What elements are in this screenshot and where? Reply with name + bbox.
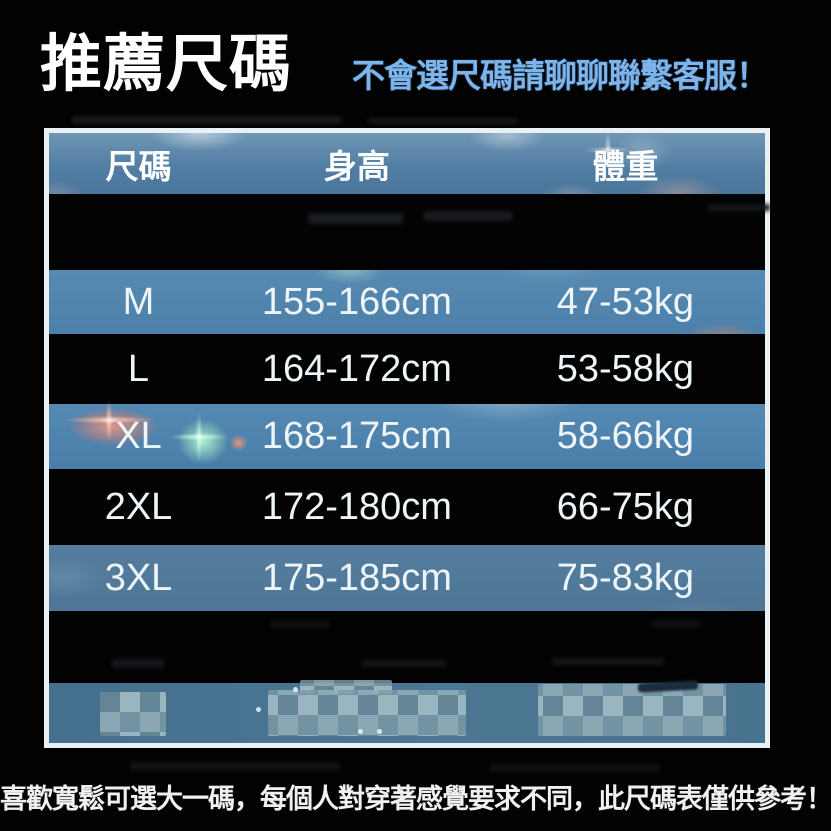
cell-size: 2XL [104,485,173,528]
cell-weight: 53-58kg [556,347,695,390]
table-row-3xl: 3XL 175-185cm 75-83kg [49,545,765,611]
footer-note: 喜歡寬鬆可選大一碼，每個人對穿著感覺要求不同，此尺碼表僅供參考！ [0,784,831,814]
header-cell-height: 身高 [323,147,390,185]
ghost-smudge [270,622,330,628]
size-table-header: 尺碼 身高 體重 [49,133,765,194]
cell-height: 164-172cm [261,347,452,390]
cell-weight: 47-53kg [556,280,695,323]
header-cell-weight: 體重 [592,147,659,185]
ghost-smudge [72,116,342,124]
cell-size: 3XL [104,556,173,599]
table-row-m: M 155-166cm 47-53kg [49,270,765,334]
cell-size: M [122,280,155,323]
ghost-smudge [708,204,770,211]
cell-height: 175-185cm [261,556,452,599]
cell-size: L [127,347,150,390]
ghost-smudge [490,764,660,771]
size-table: 尺碼 身高 體重 M 155-166cm 47-53kg L 164-172cm… [44,128,770,748]
cell-height: 168-175cm [261,415,452,457]
ghost-smudge [424,211,512,221]
ghost-smudge [112,659,164,668]
mosaic-block [268,690,466,736]
table-row-l: L 164-172cm 53-58kg [49,334,765,404]
sparkle-dot-icon [293,687,298,692]
ghost-smudge [652,621,700,627]
ghost-smudge [362,660,446,667]
cell-height: 155-166cm [261,280,452,323]
mosaic-block [100,692,166,736]
header-cell-size: 尺碼 [105,147,172,185]
ghost-smudge [130,762,340,770]
redacted-row-top [49,194,765,270]
table-row-xl: XL 168-175cm 58-66kg [49,404,765,469]
ghost-smudge [308,213,403,224]
table-row-2xl: 2XL 172-180cm 66-75kg [49,469,765,545]
cell-size: XL [115,415,162,457]
mosaic-block [538,684,726,736]
redacted-row-bottom [49,611,765,683]
cell-weight: 58-66kg [556,415,695,457]
ghost-smudge [552,658,664,665]
cell-weight: 66-75kg [556,485,695,528]
cell-height: 172-180cm [261,485,452,528]
page-title: 推薦尺碼 [40,30,293,99]
contact-service-note: 不會選尺碼請聊聊聯繫客服！ [352,57,769,94]
sparkle-dot-icon [377,729,382,734]
ghost-smudge [368,118,518,124]
sparkle-dot-icon [256,707,261,712]
sparkle-dot-icon [358,729,363,734]
cell-weight: 75-83kg [556,556,695,599]
